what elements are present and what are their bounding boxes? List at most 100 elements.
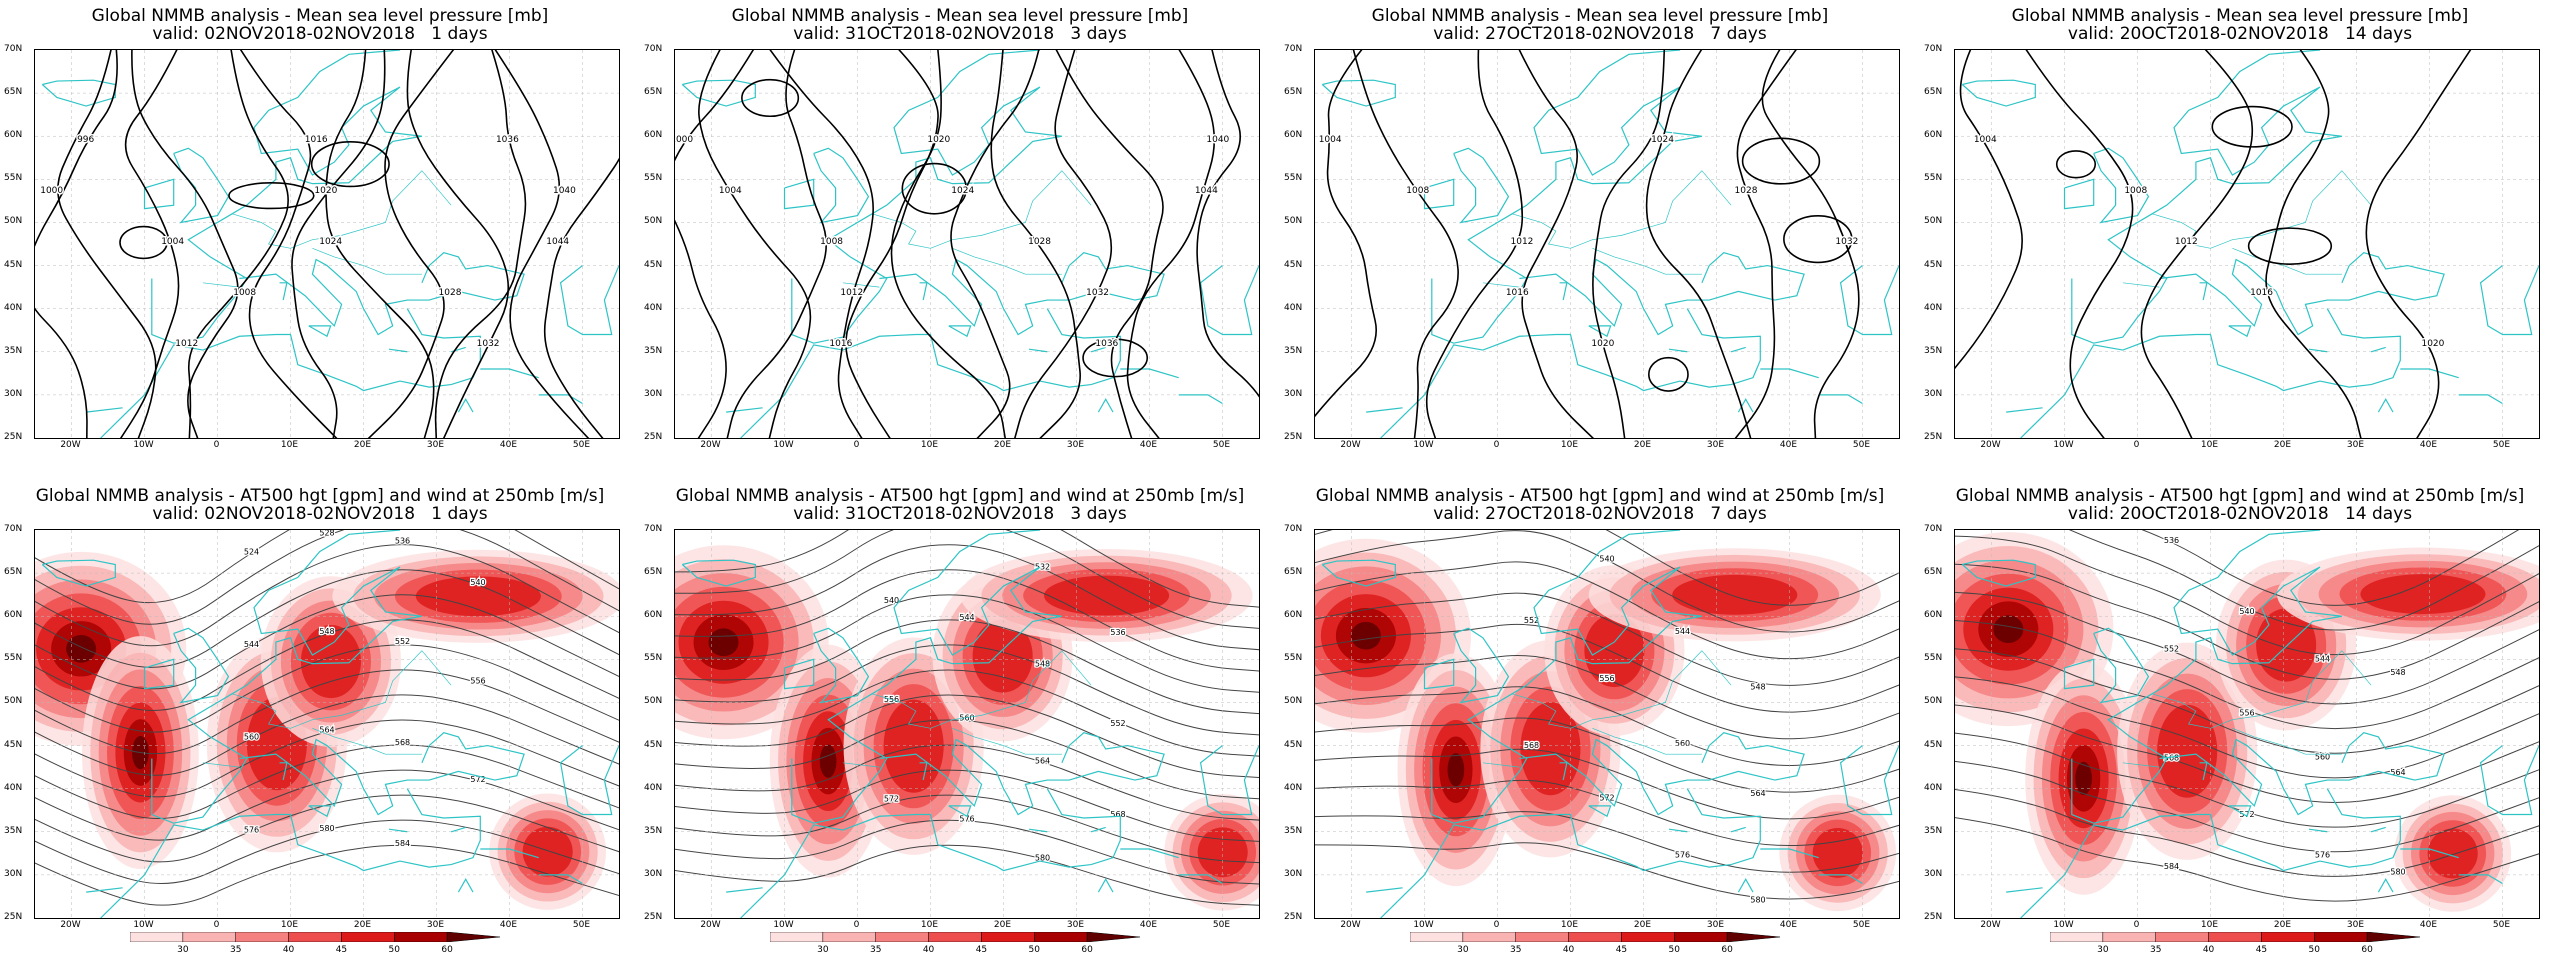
isobar — [769, 50, 874, 438]
isobar — [239, 50, 338, 438]
latitude-label: 65N — [1924, 87, 1943, 98]
pressure-center — [119, 225, 168, 260]
height-contour — [35, 769, 619, 841]
isobar-label: 1028 — [439, 288, 462, 298]
height-contours — [1315, 530, 1899, 900]
height-contours — [675, 530, 1259, 906]
latitude-label: 40N — [4, 782, 23, 793]
colorbar-swatch — [2366, 932, 2420, 942]
wind-speed-area — [1672, 574, 1798, 615]
contour-label: 556 — [2239, 709, 2254, 718]
colorbar-tick-label: 30 — [177, 945, 189, 955]
isobar-label: 1004 — [1319, 135, 1342, 145]
map-frame: 1004 1008 1012 1016 1020 1024 1028 1032 — [1314, 49, 1900, 439]
wind-speed-area — [1043, 575, 1170, 616]
coastline-layer — [41, 50, 619, 438]
isobar — [291, 50, 386, 438]
isobar-label: 1040 — [553, 186, 576, 196]
colorbar-tick-label: 50 — [2308, 945, 2321, 955]
wind-shading — [1955, 532, 2539, 912]
height-contour — [675, 769, 1259, 842]
wind-speed-area — [1584, 613, 1645, 688]
colorbar-tick-label: 60 — [1081, 945, 1093, 955]
isobar — [1645, 50, 1752, 438]
pressure-center — [310, 141, 390, 188]
isobar — [845, 50, 939, 438]
height-contour — [1955, 591, 2539, 705]
map-panel-z500-3: Global NMMB analysis - AT500 hgt [gpm] a… — [640, 480, 1280, 960]
colorbar-swatch — [394, 932, 448, 942]
panel-title: Global NMMB analysis - Mean sea level pr… — [731, 6, 1189, 26]
graticule — [1955, 50, 2539, 438]
contour-label: 564 — [2390, 768, 2405, 777]
colorbar-swatch — [822, 932, 876, 942]
panel-valid-range: valid: 31OCT2018-02NOV2018 3 days — [793, 24, 1127, 44]
height-contour — [1955, 788, 2539, 877]
isobar-label: 1044 — [546, 237, 569, 247]
longitude-label: 10E — [280, 440, 299, 450]
panel-title: Global NMMB analysis - AT500 hgt [gpm] a… — [1315, 486, 1885, 506]
pressure-center — [741, 78, 800, 118]
isobar-label: 1004 — [161, 237, 184, 247]
isobar-label: 1028 — [1735, 186, 1758, 196]
map-canvas: 1000 1004 1008 1012 1016 1020 1024 1028 1032 1036… — [675, 50, 1259, 438]
longitude-label: 10E — [2200, 920, 2219, 930]
coastline-layer — [1961, 530, 2539, 918]
longitude-label: 20E — [353, 440, 372, 450]
isobar-label: 1012 — [840, 288, 863, 298]
panel-title: Global NMMB analysis - AT500 hgt [gpm] a… — [1955, 486, 2525, 506]
isobar-label: 1016 — [2250, 288, 2273, 298]
latitude-label: 60N — [644, 130, 663, 141]
longitude-label: 50E — [2492, 920, 2511, 930]
longitude-label: 30E — [1706, 440, 1725, 450]
colorbar-tick-label: 40 — [1562, 945, 1575, 955]
longitude-label: 0 — [213, 920, 220, 930]
isobar-layer — [1315, 50, 1860, 438]
map-panel-z500-14: Global NMMB analysis - AT500 hgt [gpm] a… — [1920, 480, 2560, 960]
panel-valid-range: valid: 27OCT2018-02NOV2018 7 days — [1433, 24, 1767, 44]
colorbar-swatch — [288, 932, 342, 942]
panel-valid-range: valid: 02NOV2018-02NOV2018 1 days — [152, 504, 488, 524]
height-contour — [675, 744, 1259, 821]
isobar-label: 1024 — [1651, 135, 1674, 145]
latitude-label: 55N — [644, 653, 663, 664]
height-contour — [1955, 676, 2539, 779]
contour-label: 560 — [2315, 752, 2330, 761]
colorbar-swatch — [2050, 932, 2104, 942]
graticule — [35, 530, 619, 918]
isobar-label: 1008 — [1406, 186, 1429, 196]
contour-label: 572 — [884, 795, 899, 804]
contour-label: 576 — [2315, 850, 2330, 859]
latitude-label: 55N — [1924, 173, 1943, 184]
latitude-label: 40N — [1284, 782, 1303, 793]
colorbar-tick-label: 50 — [1028, 945, 1041, 955]
wind-speed-area — [300, 624, 361, 699]
colorbar-swatch — [1515, 932, 1569, 942]
contour-label: 540 — [884, 596, 899, 605]
isobar-label: 1008 — [2124, 186, 2147, 196]
latitude-label: 65N — [4, 87, 23, 98]
isobar-label: 1040 — [1206, 135, 1229, 145]
wind-speed-area — [1350, 621, 1381, 650]
map-panel-mslp-7: Global NMMB analysis - Mean sea level pr… — [1280, 0, 1920, 480]
isobar-label: 1036 — [1095, 339, 1118, 349]
height-contour — [1315, 623, 1899, 713]
isobar-layer — [35, 50, 619, 438]
latitude-label: 30N — [1284, 868, 1303, 879]
contour-label: 560 — [1675, 739, 1690, 748]
contour-label: 544 — [1675, 627, 1690, 636]
contour-label: 544 — [244, 640, 259, 649]
latitude-label: 65N — [644, 87, 663, 98]
contour-label: 536 — [2164, 536, 2179, 545]
latitude-label: 45N — [1284, 739, 1303, 750]
longitude-label: 30E — [426, 440, 445, 450]
latitude-label: 70N — [1284, 524, 1303, 534]
longitude-label: 30E — [1706, 920, 1725, 930]
contour-label: 532 — [1035, 562, 1050, 571]
height-contour — [1315, 655, 1899, 740]
latitude-label: 45N — [1284, 259, 1303, 270]
map-frame: 536 540 544 548 552 556 560 564 568 572 576 580 584 — [1954, 529, 2540, 919]
latitude-label: 60N — [4, 130, 23, 141]
isobar — [890, 50, 1006, 438]
latitude-label: 55N — [644, 173, 663, 184]
